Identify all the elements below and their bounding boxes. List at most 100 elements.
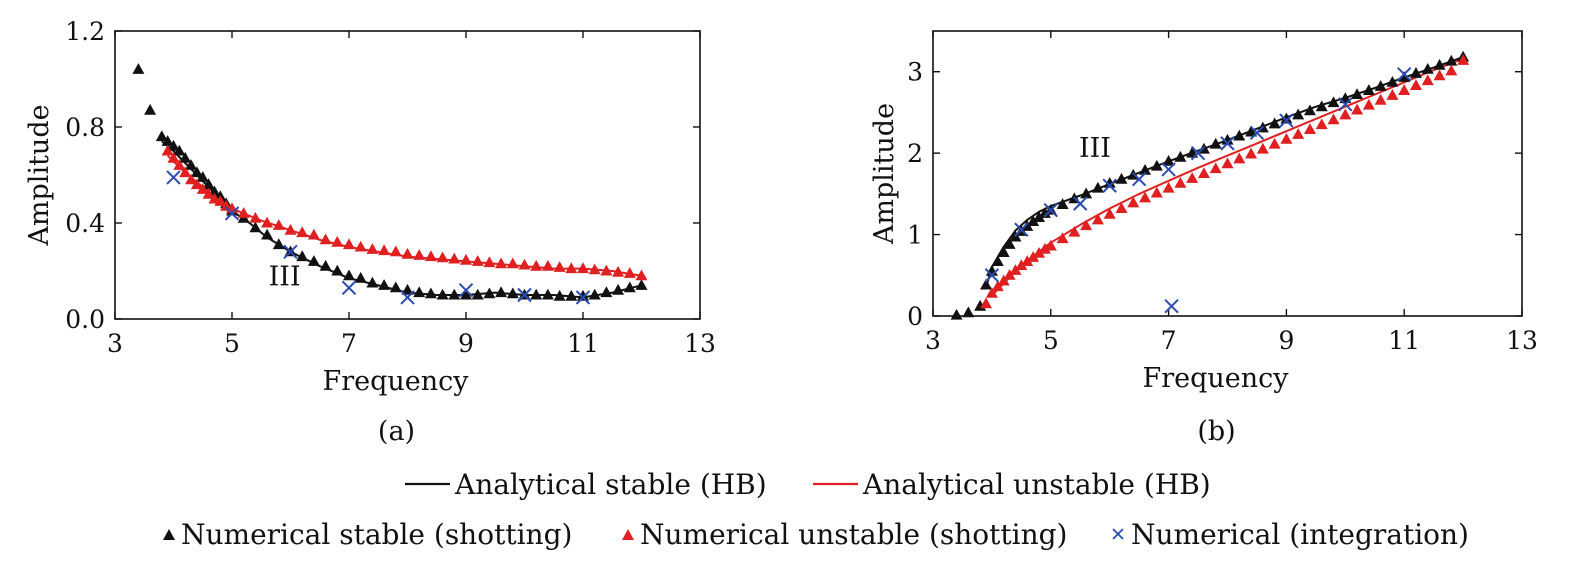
x-tick-label: 7 xyxy=(341,329,357,358)
legend-label-numerical-unstable: Numerical unstable (shotting) xyxy=(640,518,1067,551)
point-numerical-stable-shotting xyxy=(155,130,168,142)
point-numerical-unstable-shotting xyxy=(985,286,998,298)
point-numerical-unstable-shotting xyxy=(401,247,414,259)
y-tick-label: 0.0 xyxy=(65,305,105,334)
point-numerical-integration xyxy=(1338,97,1353,112)
point-numerical-unstable-shotting xyxy=(424,250,437,262)
x-tick-label: 11 xyxy=(567,329,599,358)
point-numerical-unstable-shotting xyxy=(553,261,566,272)
annotation-label: III xyxy=(269,261,301,292)
point-numerical-stable-shotting xyxy=(343,269,355,281)
point-numerical-stable-shotting xyxy=(1221,133,1234,145)
point-numerical-stable-shotting xyxy=(471,288,484,300)
x-tick-label: 9 xyxy=(1278,326,1294,355)
point-numerical-integration xyxy=(984,268,1000,283)
point-numerical-unstable-shotting xyxy=(190,178,203,190)
point-numerical-unstable-shotting xyxy=(378,244,391,256)
point-numerical-stable-shotting xyxy=(1233,129,1246,141)
point-numerical-unstable-shotting xyxy=(1197,167,1210,178)
y-tick-label: 3 xyxy=(907,58,923,87)
point-numerical-unstable-shotting xyxy=(1362,98,1375,110)
point-numerical-unstable-shotting xyxy=(1021,255,1034,266)
point-numerical-stable-shotting xyxy=(1139,163,1152,175)
point-numerical-integration xyxy=(1249,125,1265,140)
point-numerical-stable-shotting xyxy=(565,289,578,301)
point-numerical-integration xyxy=(166,170,181,185)
point-numerical-stable-shotting xyxy=(1033,211,1046,222)
legend-marker-numerical-stable xyxy=(163,529,175,540)
point-numerical-unstable-shotting xyxy=(1139,191,1152,203)
point-numerical-integration xyxy=(1014,222,1029,237)
point-numerical-stable-shotting xyxy=(1362,84,1375,95)
point-numerical-unstable-shotting xyxy=(565,262,578,274)
point-numerical-unstable-shotting xyxy=(1115,202,1128,214)
point-numerical-stable-shotting xyxy=(1421,62,1434,74)
point-numerical-stable-shotting xyxy=(185,159,198,170)
panel-label: (a) xyxy=(378,416,415,447)
point-numerical-stable-shotting xyxy=(980,278,993,290)
point-numerical-unstable-shotting xyxy=(1433,69,1446,81)
point-numerical-unstable-shotting xyxy=(1398,84,1411,95)
point-numerical-unstable-shotting xyxy=(389,245,402,257)
point-numerical-unstable-shotting xyxy=(1256,142,1269,154)
point-numerical-unstable-shotting xyxy=(343,238,355,250)
point-numerical-stable-shotting xyxy=(506,287,519,299)
point-numerical-stable-shotting xyxy=(319,259,332,271)
point-numerical-unstable-shotting xyxy=(366,243,379,254)
legend-marker-numerical-unstable xyxy=(622,529,634,540)
point-numerical-stable-shotting xyxy=(1003,238,1016,249)
point-numerical-stable-shotting xyxy=(354,271,367,283)
panel-label: (b) xyxy=(1197,416,1235,447)
point-numerical-unstable-shotting xyxy=(1292,128,1305,139)
point-numerical-stable-shotting xyxy=(249,221,262,233)
x-tick-label: 13 xyxy=(684,329,716,358)
point-numerical-unstable-shotting xyxy=(588,263,601,275)
point-numerical-unstable-shotting xyxy=(577,262,589,274)
point-numerical-stable-shotting xyxy=(991,255,1004,266)
point-numerical-unstable-shotting xyxy=(1127,196,1140,208)
point-numerical-integration xyxy=(1073,196,1088,211)
series-group xyxy=(950,50,1470,320)
point-numerical-stable-shotting xyxy=(401,283,414,295)
point-numerical-stable-shotting xyxy=(1027,215,1040,227)
x-tick-label: 9 xyxy=(458,329,474,358)
point-numerical-stable-shotting xyxy=(132,63,145,74)
point-numerical-unstable-shotting xyxy=(413,249,426,260)
point-numerical-unstable-shotting xyxy=(261,216,274,228)
point-numerical-stable-shotting xyxy=(1268,117,1281,129)
point-numerical-stable-shotting xyxy=(495,286,508,298)
point-numerical-integration xyxy=(575,290,591,305)
point-numerical-stable-shotting xyxy=(1056,198,1069,209)
point-numerical-stable-shotting xyxy=(261,228,274,240)
point-numerical-unstable-shotting xyxy=(980,297,993,309)
legend-item-numerical-unstable: Numerical unstable (shotting) xyxy=(622,518,1067,551)
point-numerical-unstable-shotting xyxy=(1351,103,1364,115)
point-numerical-stable-shotting xyxy=(962,306,975,318)
point-numerical-unstable-shotting xyxy=(612,265,625,277)
point-numerical-unstable-shotting xyxy=(249,211,262,223)
x-axis-label: Frequency xyxy=(322,366,469,397)
point-numerical-unstable-shotting xyxy=(460,253,472,265)
point-numerical-stable-shotting xyxy=(296,250,309,262)
point-numerical-stable-shotting xyxy=(196,171,209,182)
x-tick-label: 11 xyxy=(1388,326,1420,355)
point-numerical-unstable-shotting xyxy=(506,257,519,269)
x-tick-label: 5 xyxy=(1043,326,1059,355)
point-numerical-unstable-shotting xyxy=(1091,213,1104,225)
point-numerical-stable-shotting xyxy=(541,288,554,300)
point-numerical-unstable-shotting xyxy=(1209,162,1222,174)
point-numerical-unstable-shotting xyxy=(600,264,613,276)
annotation-label: III xyxy=(1079,133,1111,164)
point-numerical-unstable-shotting xyxy=(1068,225,1081,237)
point-numerical-unstable-shotting xyxy=(1245,147,1258,159)
y-tick-label: 2 xyxy=(907,139,923,168)
point-numerical-unstable-shotting xyxy=(1268,137,1281,149)
point-numerical-stable-shotting xyxy=(588,288,601,300)
legend-label-numerical-integration: Numerical (integration) xyxy=(1131,518,1469,551)
point-numerical-unstable-shotting xyxy=(1080,219,1093,231)
point-numerical-unstable-shotting xyxy=(1009,264,1022,275)
point-numerical-unstable-shotting xyxy=(1003,268,1016,280)
point-numerical-stable-shotting xyxy=(307,255,320,266)
point-numerical-unstable-shotting xyxy=(1056,232,1069,244)
point-numerical-stable-shotting xyxy=(1351,88,1364,100)
